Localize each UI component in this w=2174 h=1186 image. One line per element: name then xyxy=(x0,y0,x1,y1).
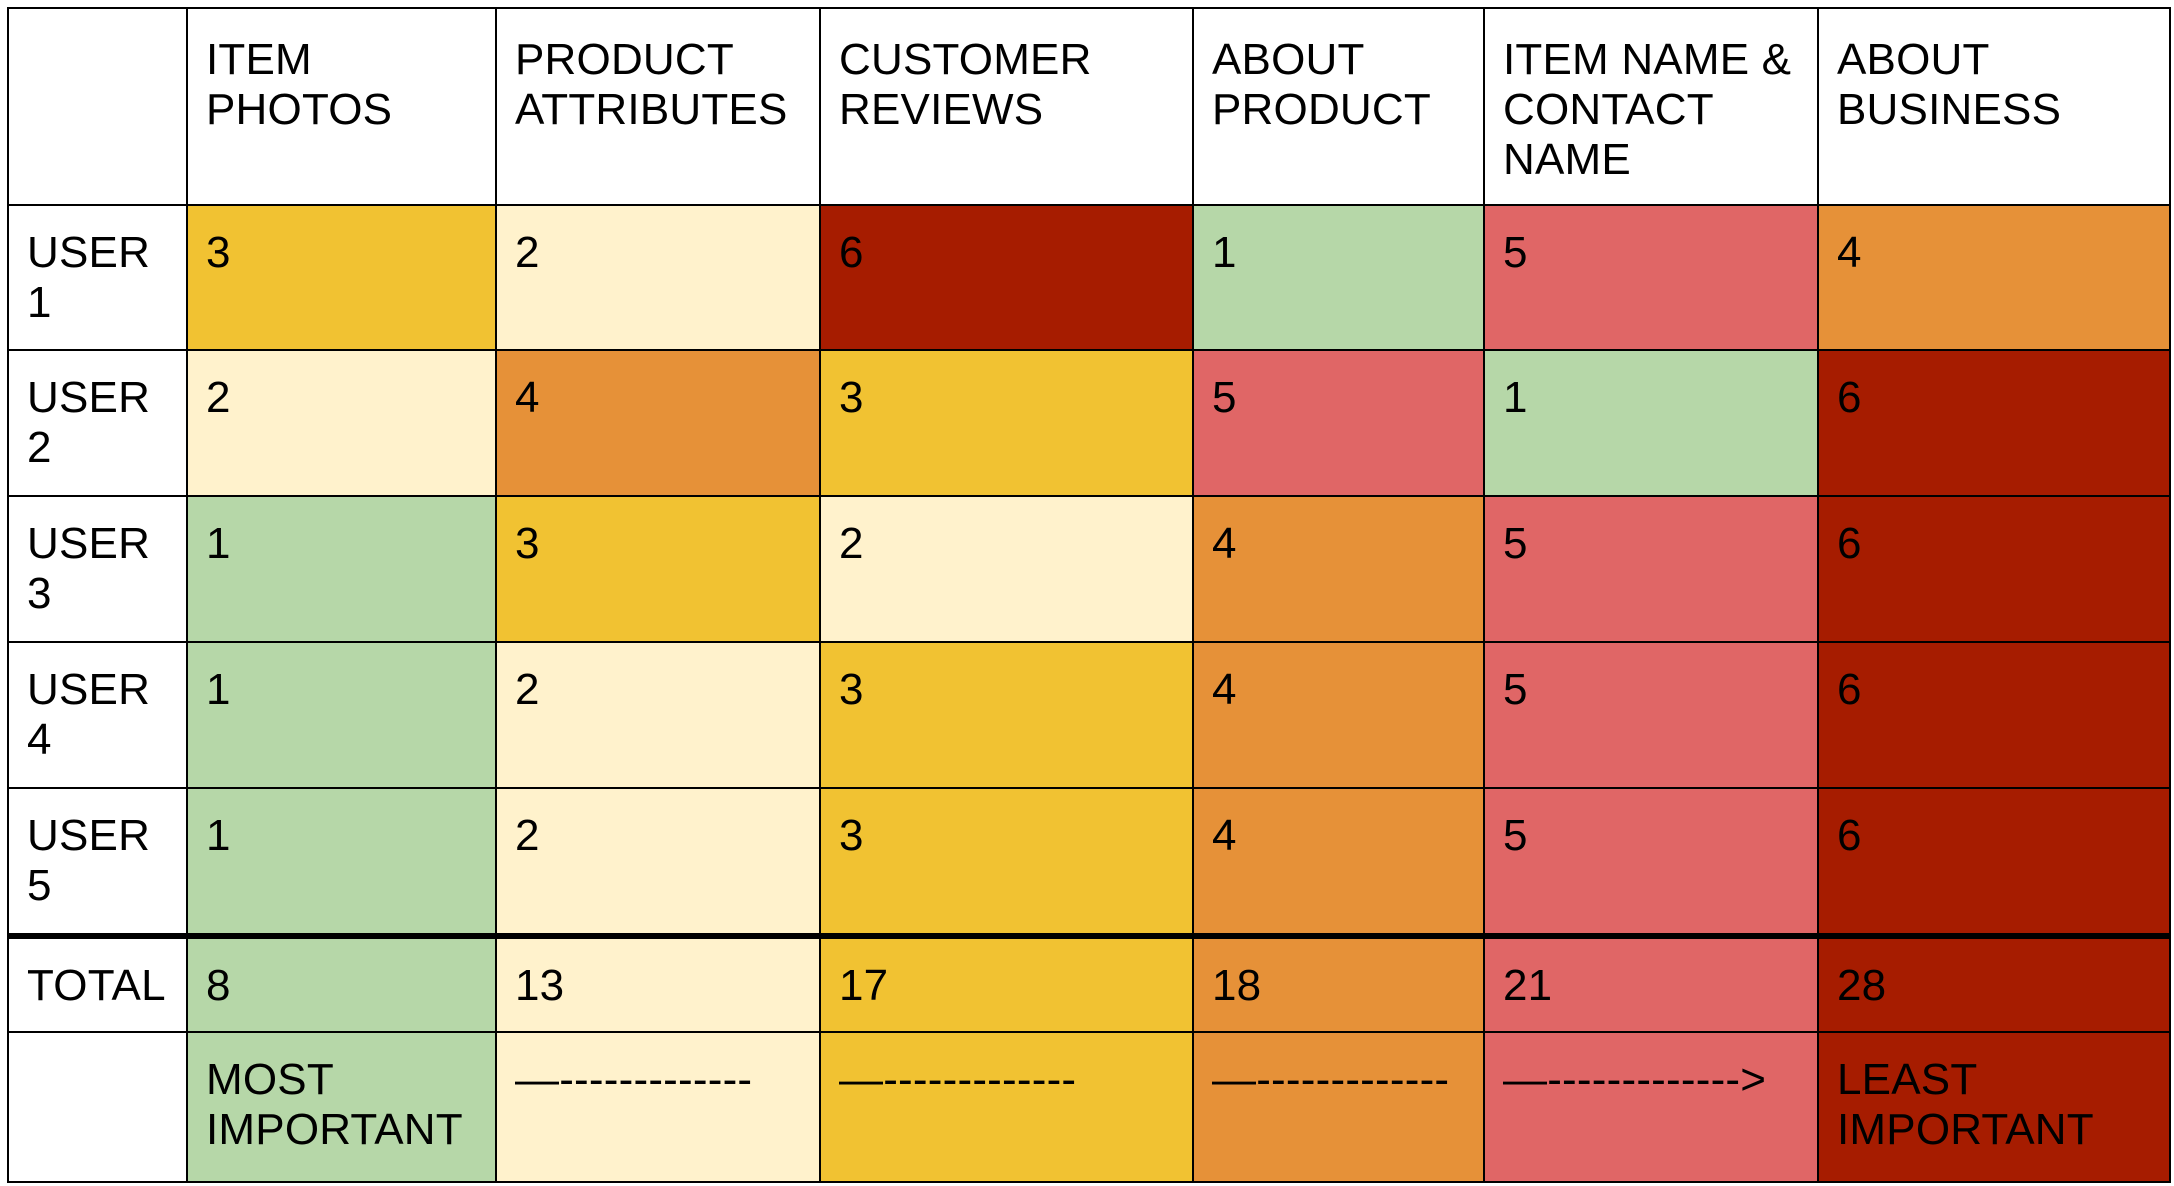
rank-cell: 5 xyxy=(1485,206,1819,351)
importance-legend-cell: —------------- xyxy=(1194,1033,1485,1183)
rank-cell: 6 xyxy=(1819,789,2171,935)
rank-cell: 5 xyxy=(1194,351,1485,497)
rank-cell: 2 xyxy=(497,643,821,789)
column-header: PRODUCT ATTRIBUTES xyxy=(497,7,821,206)
rank-cell: 3 xyxy=(188,206,497,351)
rank-cell: 6 xyxy=(1819,497,2171,643)
rank-cell: 3 xyxy=(821,643,1194,789)
rank-cell: 4 xyxy=(1819,206,2171,351)
row-label: USER 3 xyxy=(7,497,188,643)
rank-cell: 6 xyxy=(1819,643,2171,789)
rank-cell: 1 xyxy=(188,643,497,789)
importance-legend-cell: —------------- xyxy=(497,1033,821,1183)
total-cell: 21 xyxy=(1485,935,1819,1033)
column-header: ITEM NAME & CONTACT NAME xyxy=(1485,7,1819,206)
rank-cell: 3 xyxy=(821,351,1194,497)
corner-header-cell xyxy=(7,7,188,206)
total-cell: 18 xyxy=(1194,935,1485,1033)
ranking-table: ITEM PHOTOS PRODUCT ATTRIBUTES CUSTOMER RE… xyxy=(7,7,2171,1183)
rank-cell: 5 xyxy=(1485,789,1819,935)
row-label: USER 4 xyxy=(7,643,188,789)
rank-cell: 4 xyxy=(497,351,821,497)
rank-cell: 3 xyxy=(497,497,821,643)
column-header: ABOUT BUSINESS xyxy=(1819,7,2171,206)
legend-label-cell xyxy=(7,1033,188,1183)
rank-cell: 6 xyxy=(1819,351,2171,497)
importance-legend-cell: —------------- xyxy=(821,1033,1194,1183)
column-header: CUSTOMER REVIEWS xyxy=(821,7,1194,206)
rank-cell: 2 xyxy=(188,351,497,497)
rank-cell: 4 xyxy=(1194,789,1485,935)
rank-cell: 5 xyxy=(1485,497,1819,643)
total-cell: 8 xyxy=(188,935,497,1033)
rank-cell: 6 xyxy=(821,206,1194,351)
rank-cell: 1 xyxy=(1194,206,1485,351)
total-cell: 13 xyxy=(497,935,821,1033)
rank-cell: 1 xyxy=(188,497,497,643)
rank-cell: 5 xyxy=(1485,643,1819,789)
row-label: USER 5 xyxy=(7,789,188,935)
column-header: ITEM PHOTOS xyxy=(188,7,497,206)
total-cell: 17 xyxy=(821,935,1194,1033)
importance-legend-cell: —-------------> xyxy=(1485,1033,1819,1183)
rank-cell: 2 xyxy=(497,789,821,935)
row-label: USER 2 xyxy=(7,351,188,497)
total-cell: 28 xyxy=(1819,935,2171,1033)
rank-cell: 1 xyxy=(188,789,497,935)
rank-cell: 1 xyxy=(1485,351,1819,497)
importance-legend-cell: LEAST IMPORTANT xyxy=(1819,1033,2171,1183)
rank-cell: 3 xyxy=(821,789,1194,935)
row-label: USER 1 xyxy=(7,206,188,351)
column-header: ABOUT PRODUCT xyxy=(1194,7,1485,206)
rank-cell: 2 xyxy=(821,497,1194,643)
rank-cell: 2 xyxy=(497,206,821,351)
importance-legend-cell: MOST IMPORTANT xyxy=(188,1033,497,1183)
total-label: TOTAL xyxy=(7,935,188,1033)
rank-cell: 4 xyxy=(1194,497,1485,643)
rank-cell: 4 xyxy=(1194,643,1485,789)
